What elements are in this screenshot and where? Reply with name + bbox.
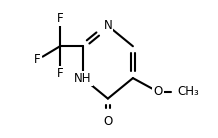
Text: N: N: [104, 19, 112, 32]
Text: F: F: [57, 67, 63, 80]
Text: NH: NH: [74, 72, 92, 85]
Text: F: F: [34, 53, 41, 66]
Text: O: O: [103, 115, 112, 128]
Text: CH₃: CH₃: [177, 85, 199, 98]
Text: F: F: [57, 12, 63, 25]
Text: O: O: [153, 85, 163, 98]
